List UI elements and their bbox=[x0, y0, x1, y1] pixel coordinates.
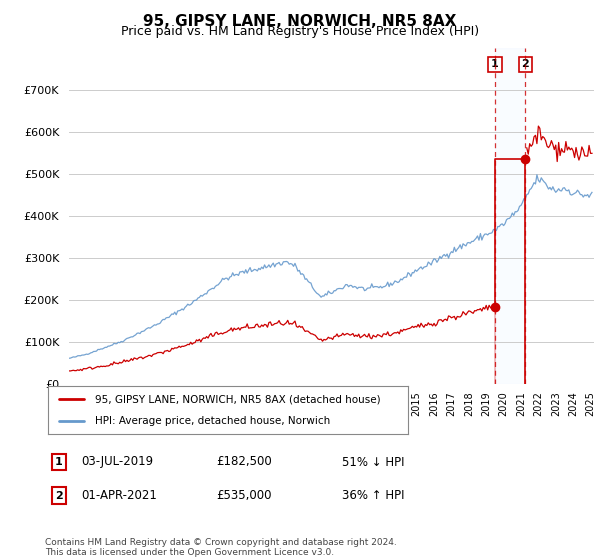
Text: £535,000: £535,000 bbox=[216, 489, 271, 502]
Text: Contains HM Land Registry data © Crown copyright and database right 2024.
This d: Contains HM Land Registry data © Crown c… bbox=[45, 538, 397, 557]
Text: 01-APR-2021: 01-APR-2021 bbox=[81, 489, 157, 502]
Text: 51% ↓ HPI: 51% ↓ HPI bbox=[342, 455, 404, 469]
Bar bbox=[495, 48, 526, 384]
Text: £182,500: £182,500 bbox=[216, 455, 272, 469]
Text: 95, GIPSY LANE, NORWICH, NR5 8AX: 95, GIPSY LANE, NORWICH, NR5 8AX bbox=[143, 14, 457, 29]
Text: 1: 1 bbox=[491, 59, 499, 69]
Text: 03-JUL-2019: 03-JUL-2019 bbox=[81, 455, 153, 469]
Text: 36% ↑ HPI: 36% ↑ HPI bbox=[342, 489, 404, 502]
Text: 2: 2 bbox=[521, 59, 529, 69]
Text: 2: 2 bbox=[55, 491, 62, 501]
Text: 1: 1 bbox=[55, 457, 62, 467]
Text: HPI: Average price, detached house, Norwich: HPI: Average price, detached house, Norw… bbox=[95, 416, 330, 426]
Text: 95, GIPSY LANE, NORWICH, NR5 8AX (detached house): 95, GIPSY LANE, NORWICH, NR5 8AX (detach… bbox=[95, 394, 380, 404]
Text: Price paid vs. HM Land Registry's House Price Index (HPI): Price paid vs. HM Land Registry's House … bbox=[121, 25, 479, 38]
